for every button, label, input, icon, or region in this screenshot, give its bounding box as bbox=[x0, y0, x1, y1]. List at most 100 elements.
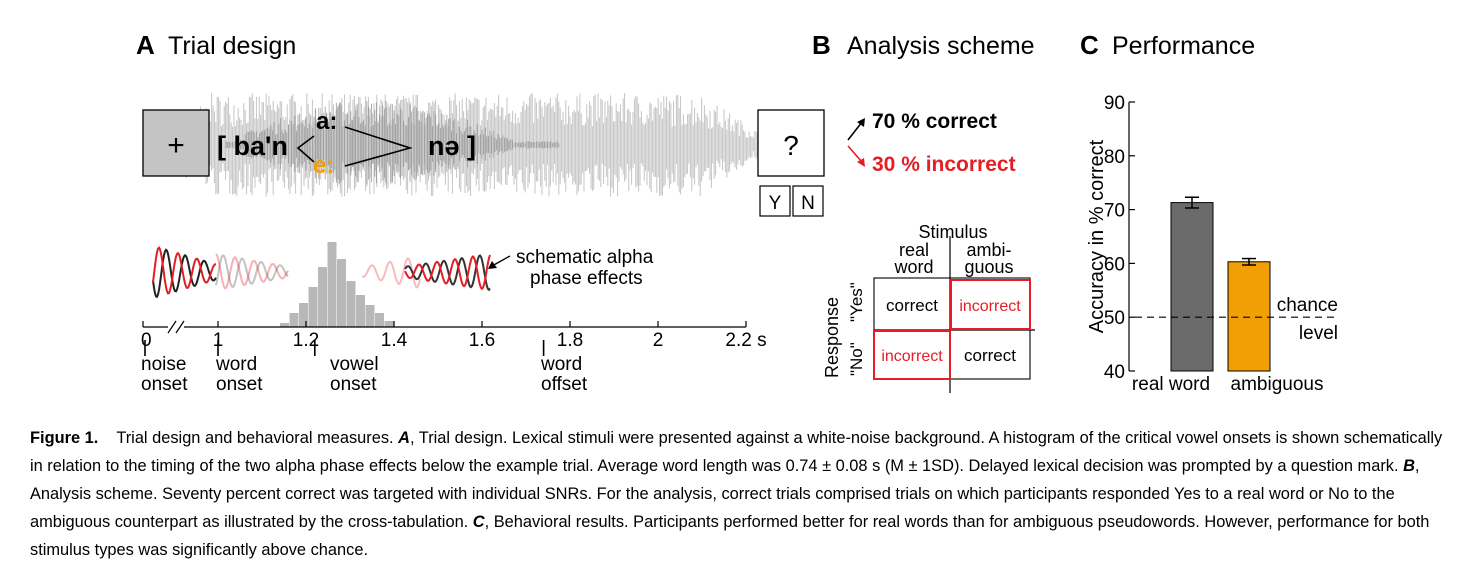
alpha-wave bbox=[361, 257, 421, 289]
caption-letter-a: A bbox=[398, 429, 410, 447]
histogram-bar bbox=[318, 267, 327, 327]
caption-figure-label: Figure 1. bbox=[30, 429, 99, 447]
vowel-bottom: e: bbox=[313, 152, 334, 179]
panel-b-letter: B bbox=[812, 30, 831, 60]
event-label-line1: word bbox=[540, 354, 582, 375]
row-yes: "Yes" bbox=[847, 282, 866, 322]
alpha-wave bbox=[404, 254, 491, 291]
word-trace bbox=[225, 100, 560, 185]
yes-key bbox=[759, 185, 791, 217]
timeline-tick-label: 2.2 s bbox=[725, 330, 766, 351]
panel-c-title: C Performance bbox=[1080, 30, 1255, 60]
panel-a-heading: Trial design bbox=[168, 32, 296, 60]
caption-text-2: , Trial design. Lexical stimuli were pre… bbox=[30, 429, 1443, 475]
bar-ambiguous bbox=[1227, 261, 1271, 372]
caption-text-3: , Analysis scheme. Seventy percent corre… bbox=[30, 457, 1420, 531]
histogram-bar bbox=[365, 305, 375, 327]
histogram-bar bbox=[308, 287, 318, 327]
x-tick-label: ambiguous bbox=[1231, 374, 1324, 395]
event-label-line1: noise bbox=[141, 354, 186, 375]
timeline-tick-label: 1.6 bbox=[469, 330, 495, 351]
prompt-box bbox=[757, 109, 825, 177]
cell-yes-real: correct bbox=[886, 296, 938, 315]
yes-key-label: Y bbox=[769, 193, 782, 214]
timeline-tick-label: 1.2 bbox=[293, 330, 319, 351]
col-real-line2: word bbox=[893, 257, 933, 277]
histogram-bar bbox=[289, 313, 299, 327]
response-header: Response bbox=[822, 297, 842, 378]
no-key-label: N bbox=[801, 193, 815, 214]
stimulus-onset-text: [ ba'n bbox=[217, 131, 288, 161]
col-ambiguous-line2: guous bbox=[964, 257, 1013, 277]
histogram-bar bbox=[375, 313, 384, 327]
timeline-tick-label: 2 bbox=[653, 330, 664, 351]
panel-c-heading: Performance bbox=[1112, 32, 1255, 60]
event-label-line2: onset bbox=[141, 374, 188, 395]
fixation-cross: + bbox=[167, 129, 185, 162]
fixation-box bbox=[142, 109, 210, 177]
cell-no-real: incorrect bbox=[881, 348, 943, 365]
stimulus-header: Stimulus bbox=[918, 222, 987, 242]
event-label-line1: vowel bbox=[330, 354, 379, 375]
alpha-wave bbox=[215, 254, 289, 289]
col-real-line1: real bbox=[899, 240, 929, 260]
vowel-onset-histogram bbox=[280, 242, 394, 327]
cell-incorrect-yes-border bbox=[950, 279, 1031, 330]
cell-no-ambiguous: correct bbox=[964, 346, 1016, 365]
caption-text-4: , Behavioral results. Participants perfo… bbox=[30, 513, 1430, 559]
caption-letter-b: B bbox=[1403, 457, 1415, 475]
event-label-line2: onset bbox=[330, 374, 377, 395]
figure-caption: Figure 1. Trial design and behavioral mea… bbox=[30, 424, 1450, 564]
x-tick-label: real word bbox=[1132, 374, 1210, 395]
panel-b-heading: Analysis scheme bbox=[847, 32, 1035, 60]
performance-chart: 40 50 60 70 80 90 Accuracy in % correct real wo… bbox=[1086, 93, 1338, 395]
y-tick-label: 60 bbox=[1104, 254, 1125, 275]
event-label-line2: onset bbox=[216, 374, 263, 395]
chance-label-line2: level bbox=[1299, 323, 1338, 344]
vowel-top: a: bbox=[316, 108, 337, 135]
panel-a-title: A Trial design bbox=[136, 30, 296, 60]
incorrect-arrow bbox=[847, 145, 863, 163]
question-mark: ? bbox=[783, 130, 799, 161]
cell-yes-ambiguous: incorrect bbox=[959, 298, 1021, 315]
word-waveform bbox=[225, 100, 560, 185]
caption-letter-c: C bbox=[472, 513, 485, 531]
incorrect-arrow-head bbox=[857, 158, 865, 167]
event-label-line2: offset bbox=[541, 374, 588, 395]
histogram-bar bbox=[356, 295, 365, 327]
no-key bbox=[792, 185, 824, 217]
panel-b-title: B Analysis scheme bbox=[812, 30, 1035, 60]
alpha-annotation-line2: phase effects bbox=[530, 268, 643, 289]
y-tick-label: 50 bbox=[1104, 308, 1125, 329]
timeline-tick-label: 0 bbox=[141, 330, 152, 351]
branch-right bbox=[344, 126, 413, 167]
y-tick-label: 40 bbox=[1104, 362, 1125, 383]
annotation-arrow-line bbox=[491, 255, 511, 267]
cell-incorrect-no-border bbox=[873, 330, 951, 380]
correct-arrow bbox=[847, 121, 863, 141]
annotation-arrow-head bbox=[488, 261, 497, 269]
correct-arrow-head bbox=[857, 118, 865, 127]
incorrect-percent: 30 % incorrect bbox=[872, 153, 1016, 176]
alpha-wave bbox=[215, 253, 289, 290]
alpha-annotation-line1: schematic alpha bbox=[516, 247, 654, 268]
histogram-bar bbox=[327, 242, 337, 327]
histogram-bar bbox=[384, 321, 394, 327]
histogram-bar bbox=[280, 323, 289, 327]
histogram-bar bbox=[346, 281, 356, 327]
alpha-wave bbox=[152, 246, 217, 295]
chance-label-line1: chance bbox=[1277, 295, 1338, 316]
timeline-tick-label: 1.8 bbox=[557, 330, 583, 351]
figure-1: A Trial design B Analysis scheme C Perfo… bbox=[136, 30, 1338, 395]
y-tick-label: 90 bbox=[1104, 93, 1125, 114]
branch-left bbox=[296, 135, 315, 163]
y-axis-label: Accuracy in % correct bbox=[1086, 139, 1108, 333]
histogram-bar bbox=[299, 303, 308, 327]
trial-timeline: 011.21.41.61.822.2 snoiseonsetwordonsetv… bbox=[141, 320, 767, 395]
caption-text-1: Trial design and behavioral measures. bbox=[116, 429, 399, 447]
axis-break-icon bbox=[167, 320, 185, 334]
row-no: "No" bbox=[847, 342, 866, 376]
y-tick-label: 70 bbox=[1104, 201, 1125, 222]
alpha-wave bbox=[152, 248, 217, 299]
y-tick-label: 80 bbox=[1104, 147, 1125, 168]
